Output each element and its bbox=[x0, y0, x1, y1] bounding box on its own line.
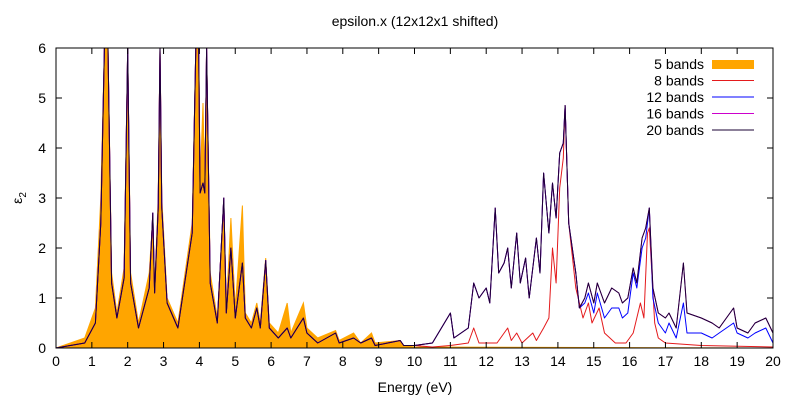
x-tick-label: 13 bbox=[514, 353, 530, 369]
x-tick-label: 3 bbox=[160, 353, 168, 369]
y-tick-label: 2 bbox=[38, 240, 46, 256]
x-tick-label: 2 bbox=[124, 353, 132, 369]
legend-swatch-5-bands bbox=[712, 60, 754, 69]
y-tick-label: 6 bbox=[38, 40, 46, 56]
y-tick-label: 0 bbox=[38, 340, 46, 356]
y-axis-title-main: ε bbox=[9, 198, 25, 204]
x-tick-label: 9 bbox=[375, 353, 383, 369]
x-tick-label: 17 bbox=[658, 353, 674, 369]
y-axis-title: ε2 bbox=[9, 192, 29, 204]
series-layer bbox=[55, 47, 774, 349]
y-tick-label: 1 bbox=[38, 290, 46, 306]
x-tick-label: 16 bbox=[622, 353, 638, 369]
y-tick-label: 3 bbox=[38, 190, 46, 206]
series-20-bands-line bbox=[55, 47, 774, 349]
x-tick-label: 15 bbox=[586, 353, 602, 369]
y-axis: 0 1 2 3 4 5 6 bbox=[38, 40, 773, 356]
legend-label-8-bands: 8 bands bbox=[654, 73, 704, 89]
legend-label-16-bands: 16 bands bbox=[646, 106, 704, 122]
x-tick-label: 5 bbox=[231, 353, 239, 369]
x-tick-label: 11 bbox=[443, 353, 458, 369]
y-tick-label: 5 bbox=[38, 90, 46, 106]
x-tick-label: 20 bbox=[765, 353, 781, 369]
x-tick-label: 10 bbox=[407, 353, 423, 369]
legend-label-5-bands: 5 bands bbox=[654, 56, 704, 72]
legend-label-20-bands: 20 bands bbox=[646, 122, 704, 138]
x-tick-label: 14 bbox=[550, 353, 566, 369]
x-tick-label: 4 bbox=[196, 353, 204, 369]
chart-title: epsilon.x (12x12x1 shifted) bbox=[332, 13, 499, 29]
x-axis-title: Energy (eV) bbox=[378, 379, 453, 395]
x-tick-label: 1 bbox=[88, 353, 96, 369]
x-tick-label: 7 bbox=[303, 353, 311, 369]
x-tick-label: 6 bbox=[267, 353, 275, 369]
y-axis-title-subscript: 2 bbox=[18, 192, 29, 198]
y-tick-label: 4 bbox=[38, 140, 46, 156]
x-tick-label: 18 bbox=[694, 353, 710, 369]
legend-label-12-bands: 12 bands bbox=[646, 89, 704, 105]
x-tick-label: 8 bbox=[339, 353, 347, 369]
x-tick-label: 19 bbox=[729, 353, 745, 369]
x-tick-label: 0 bbox=[52, 353, 60, 369]
x-axis: 0 1 2 3 4 5 6 7 8 9 10 11 12 13 14 15 16 17 18 19 20 bbox=[52, 48, 781, 369]
x-tick-label: 12 bbox=[478, 353, 494, 369]
